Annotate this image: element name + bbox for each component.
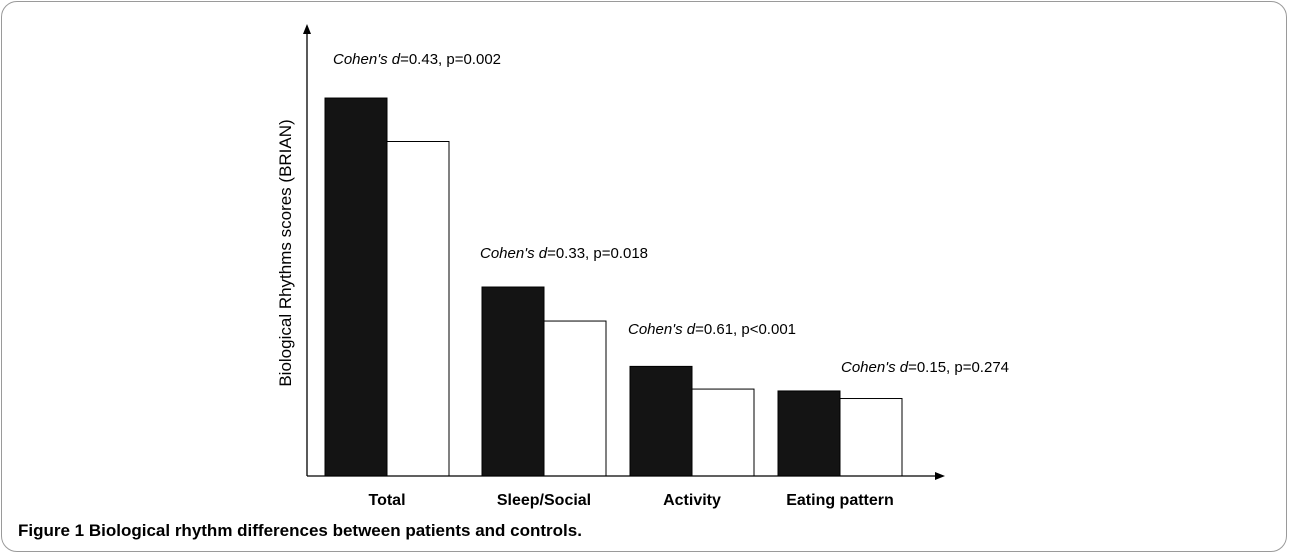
bar-filled-total <box>324 97 388 477</box>
annotation-stats: =0.33, p=0.018 <box>547 245 648 262</box>
category-label-sleep-social: Sleep/Social <box>497 492 591 509</box>
bar-filled-activity <box>629 365 693 477</box>
figure-caption-text: Biological rhythm differences between pa… <box>88 521 582 540</box>
annotation-effect-size-label: Cohen's d <box>628 321 696 338</box>
bar-open-total <box>386 141 450 477</box>
figure-caption-label: Figure 1 <box>18 521 85 540</box>
annotation-stats: =0.43, p=0.002 <box>400 51 501 68</box>
annotation-effect-size-label: Cohen's d <box>480 245 548 262</box>
y-axis-arrow <box>303 24 311 34</box>
annotation-total: Cohen's d=0.43, p=0.002 <box>333 51 501 68</box>
bar-filled-eating-pattern <box>777 390 841 477</box>
x-axis-arrow <box>935 472 945 480</box>
annotation-effect-size-label: Cohen's d <box>333 51 401 68</box>
category-label-activity: Activity <box>663 492 721 509</box>
annotation-activity: Cohen's d=0.61, p<0.001 <box>628 321 796 338</box>
annotation-sleep-social: Cohen's d=0.33, p=0.018 <box>480 245 648 262</box>
bar-open-eating-pattern <box>839 398 903 477</box>
figure-caption: Figure 1 Biological rhythm differences b… <box>18 521 582 541</box>
category-label-total: Total <box>368 492 405 509</box>
bar-open-activity <box>691 388 755 477</box>
axes-layer <box>303 24 945 480</box>
bar-open-sleep-social <box>543 320 607 477</box>
annotation-eating-pattern: Cohen's d=0.15, p=0.274 <box>841 359 1009 376</box>
category-label-eating-pattern: Eating pattern <box>786 492 894 509</box>
bar-filled-sleep-social <box>481 286 545 477</box>
annotation-stats: =0.15, p=0.274 <box>908 359 1009 376</box>
y-axis-label: Biological Rhythms scores (BRIAN) <box>276 119 295 386</box>
annotation-effect-size-label: Cohen's d <box>841 359 909 376</box>
labels-layer: Biological Rhythms scores (BRIAN) Total Sl… <box>276 51 1009 509</box>
bars-layer <box>324 97 903 477</box>
annotation-stats: =0.61, p<0.001 <box>695 321 796 338</box>
